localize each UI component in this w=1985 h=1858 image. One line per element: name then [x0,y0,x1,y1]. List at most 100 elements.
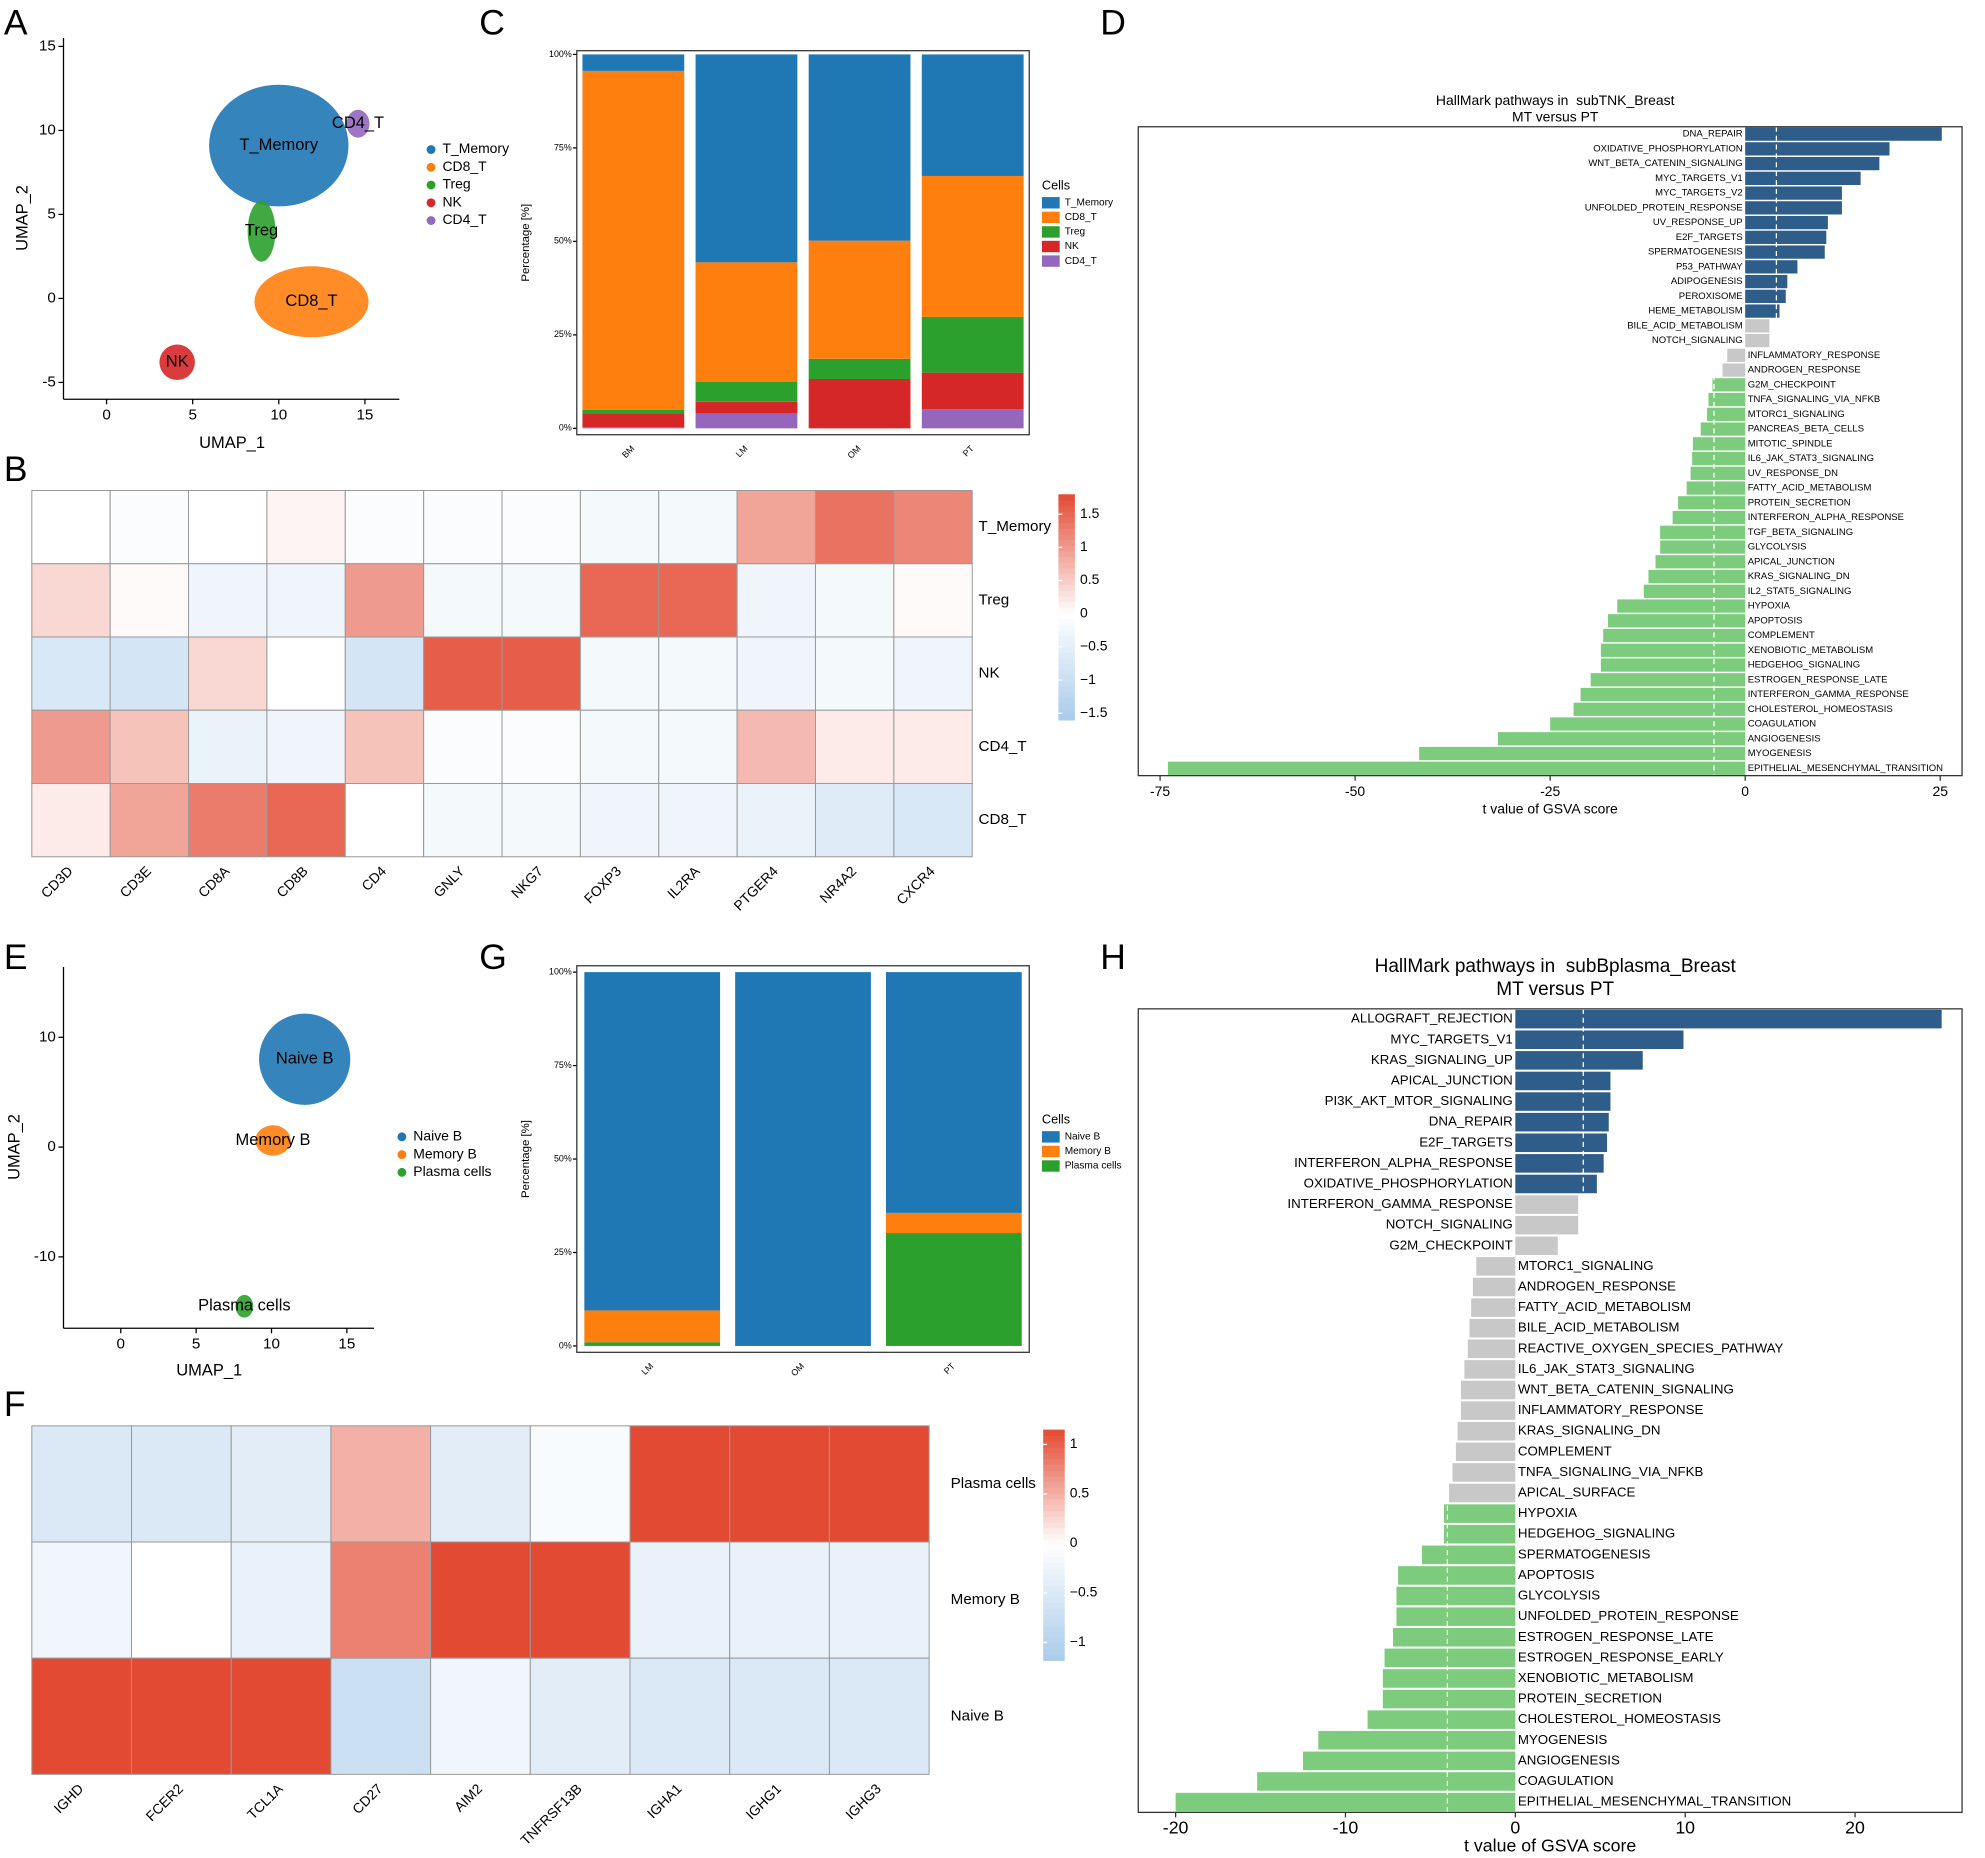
legend-swatch [1041,197,1060,209]
heatmap-cell [31,1657,133,1775]
bar [1700,422,1746,436]
x-tick-label: OM [845,443,862,460]
column-label: CD8B [273,863,311,901]
bar [1692,451,1746,466]
heatmap-cell [579,636,660,711]
plot-border [576,50,1030,436]
bar-label: COAGULATION [1518,1773,1614,1788]
bar-segment [921,372,1024,410]
bar [1745,186,1842,200]
colorbar-step [1043,1539,1065,1546]
bar [1745,289,1786,303]
bar [1421,1545,1516,1565]
legend-swatch [426,216,436,225]
column-label: CD27 [349,1780,386,1817]
bar-segment [808,54,911,241]
colorbar-step [1043,1562,1065,1569]
y-tick-label: 5 [47,205,55,222]
heatmap-cell [230,1541,332,1659]
legend-label: CD4_T [442,211,487,227]
colorbar-step [1043,1625,1065,1633]
bar [1398,1566,1516,1585]
bar [1382,1669,1516,1688]
bar-segment [695,381,798,402]
bar [1573,702,1746,716]
bar [1600,658,1746,672]
heatmap-cell [188,782,268,858]
bar [1590,673,1746,687]
colorbar-step [1058,697,1075,704]
x-axis-label: UMAP_1 [199,434,265,452]
heatmap-cell [330,1425,432,1543]
colorbar-step [1043,1631,1065,1638]
heatmap-cell [529,1657,631,1775]
colorbar-step [1043,1608,1065,1615]
bar [1515,1195,1579,1214]
colorbar-step [1058,663,1075,670]
heatmap-cell [430,1425,531,1543]
heatmap-cell [230,1425,332,1543]
bar [1382,1689,1516,1709]
bar-segment [921,409,1024,429]
colorbar-label: 0 [1080,604,1088,620]
bar-label: BILE_ACID_METABOLISM [1518,1320,1680,1335]
chart-title: MT versus PT [1496,979,1614,1000]
heatmap-cell [423,709,503,785]
heatmap-cell [658,709,738,785]
panel-letter: B [4,449,28,489]
heatmap-cell [729,1541,830,1659]
bar [1600,643,1746,657]
legend-swatch [426,145,436,154]
bar-label: INFLAMMATORY_RESPONSE [1748,350,1881,361]
colorbar-step [1058,629,1075,636]
row-label: CD8_T [979,811,1027,828]
bar-label: CHOLESTEROL_HOMEOSTASIS [1518,1711,1721,1726]
colorbar-step [1058,595,1075,603]
legend-label: T_Memory [1065,197,1114,208]
heatmap-cell [109,782,190,858]
x-tick-label: 0 [1510,1818,1520,1838]
bar-label: MYC_TARGETS_V2 [1655,188,1742,199]
column-label: IGHG1 [742,1780,784,1822]
legend-swatch [1041,1145,1060,1158]
bar [1745,201,1842,215]
bar [1745,127,1942,141]
legend-label: NK [442,193,462,209]
heatmap-cell [188,563,268,638]
bar [1745,142,1890,156]
colorbar-step [1058,635,1075,642]
heatmap-cell [330,1657,432,1775]
bar-label: TNFA_SIGNALING_VIA_NFKB [1748,394,1881,405]
bar-label: INTERFERON_ALPHA_RESPONSE [1748,512,1904,523]
colorbar-step [1058,624,1075,631]
heatmap-cell [658,563,738,638]
bar [1745,319,1770,333]
y-tick-label: 75% [554,1060,572,1070]
colorbar-step [1043,1504,1065,1511]
colorbar-step [1043,1441,1065,1448]
x-tick-label: 5 [188,407,196,424]
bar-segment [921,175,1024,317]
heatmap-cell [893,489,973,565]
legend-label: Plasma cells [1065,1161,1122,1172]
y-tick-label: 10 [39,121,56,138]
bar-segment [582,409,685,414]
column-label: CD4 [358,863,389,894]
heatmap-cell [729,1425,830,1543]
bar [1452,1463,1516,1482]
colorbar-step [1058,573,1075,580]
colorbar-step [1043,1619,1065,1627]
x-tick-label: 0 [102,407,110,424]
heatmap-cell [266,563,346,638]
colorbar-label: 1.5 [1080,505,1100,521]
colorbar-step [1058,499,1075,507]
bar-label: ANDROGEN_RESPONSE [1518,1279,1676,1294]
row-label: NK [979,665,1000,682]
bar [1471,1298,1516,1317]
bar-segment [584,1310,721,1343]
cluster [209,84,349,207]
bar-label: KRAS_SIGNALING_DN [1748,571,1850,582]
heatmap-cell [736,636,816,711]
bar-segment [695,262,798,382]
chart-title: MT versus PT [1512,109,1599,125]
